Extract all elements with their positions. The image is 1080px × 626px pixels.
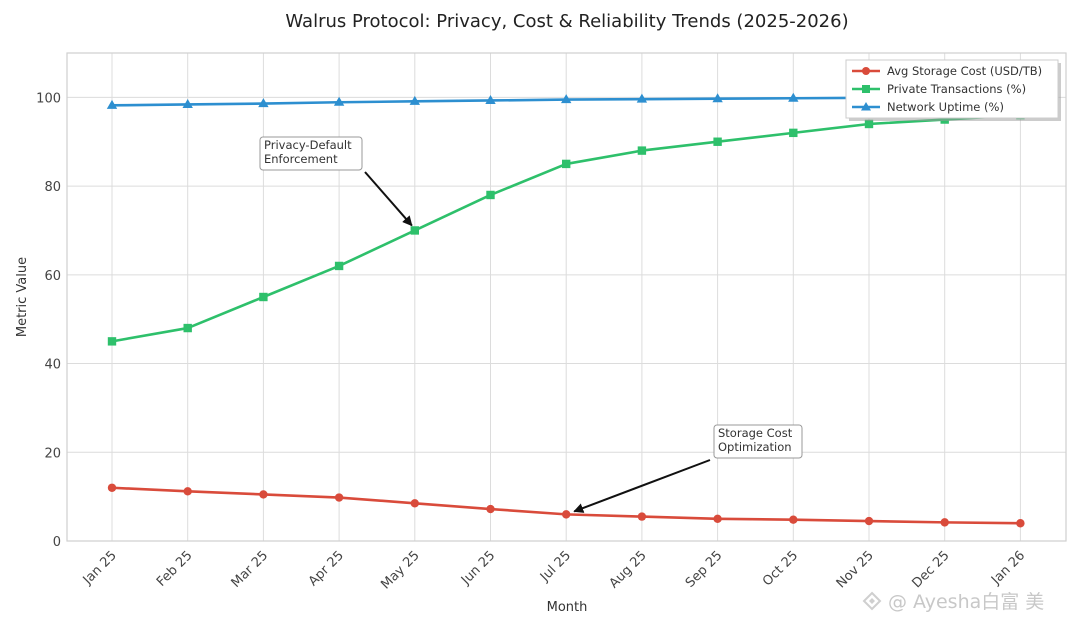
- x-tick-label: Feb 25: [154, 548, 196, 590]
- series-1: [107, 110, 1025, 346]
- data-point: [789, 515, 798, 524]
- annotation-text: Optimization: [718, 440, 792, 454]
- y-tick-label: 40: [44, 358, 61, 373]
- annotation-text: Storage Cost: [718, 426, 793, 440]
- data-point: [636, 93, 648, 103]
- data-point: [637, 146, 647, 155]
- data-point: [485, 94, 496, 104]
- data-point: [562, 159, 571, 169]
- legend-label: Avg Storage Cost (USD/TB): [887, 64, 1042, 78]
- data-point: [107, 337, 117, 346]
- annotation-box: [259, 136, 363, 171]
- data-point: [561, 94, 572, 104]
- data-point: [788, 92, 799, 102]
- y-tick-label: 0: [53, 535, 61, 550]
- data-point: [712, 93, 723, 103]
- data-point: [182, 98, 193, 108]
- data-point: [486, 190, 495, 200]
- legend-marker: [862, 85, 870, 93]
- grid: [67, 53, 1066, 542]
- x-tick-label: Apr 25: [306, 548, 347, 589]
- data-point: [789, 128, 798, 138]
- series-0: [107, 483, 1025, 528]
- y-tick-label: 100: [36, 91, 61, 106]
- annotation-text: Privacy-Default: [264, 138, 352, 152]
- data-point: [1016, 519, 1025, 528]
- x-tick-label: Nov 25: [834, 548, 877, 591]
- x-tick-label: Oct 25: [760, 548, 801, 589]
- data-point: [334, 493, 344, 502]
- x-tick-label: Aug 25: [607, 548, 650, 591]
- x-tick-label: Dec 25: [910, 548, 953, 591]
- legend-marker: [861, 102, 871, 111]
- legend-item: Private Transactions (%): [852, 82, 1026, 96]
- x-tick-label: May 25: [378, 548, 422, 592]
- legend-marker: [862, 67, 870, 75]
- data-point: [864, 119, 874, 129]
- x-tick-label: Jan 25: [80, 548, 120, 588]
- axes: Jan 25 Feb 25 Mar 25 Apr 25 May 25 Jun 25 Jul …: [36, 52, 1067, 592]
- data-point: [183, 323, 192, 333]
- x-tick-label: Mar 25: [229, 548, 272, 591]
- data-point: [410, 499, 419, 508]
- x-tick-label: Jun 25: [458, 548, 498, 588]
- watermark: @ Ayesha白富 美: [862, 591, 1044, 613]
- data-point: [864, 516, 874, 526]
- y-axis-label: Metric Value: [15, 257, 30, 337]
- data-point: [259, 292, 268, 302]
- legend: Avg Storage Cost (USD/TB) Private Transac…: [845, 59, 1061, 121]
- data-point: [409, 95, 420, 105]
- data-point: [334, 261, 344, 271]
- legend-label: Private Transactions (%): [887, 82, 1026, 96]
- data-point: [258, 98, 269, 108]
- legend-label: Network Uptime (%): [887, 100, 1004, 114]
- data-point: [183, 487, 192, 496]
- chart-title: Walrus Protocol: Privacy, Cost & Reliabi…: [285, 11, 848, 32]
- data-point: [410, 226, 419, 235]
- x-tick-label: Jul 25: [537, 548, 574, 585]
- data-point: [259, 490, 268, 499]
- y-tick-label: 20: [44, 446, 61, 461]
- data-point: [333, 96, 345, 106]
- x-tick-label: Sep 25: [683, 548, 726, 591]
- annotation-text: Enforcement: [264, 152, 338, 166]
- plot-frame: [66, 52, 1067, 542]
- y-tick-label: 60: [44, 269, 61, 284]
- annotation-arrow: [573, 459, 711, 513]
- x-axis-label: Month: [547, 600, 588, 615]
- data-point: [562, 510, 571, 519]
- x-tick-label: Jan 26: [988, 548, 1028, 588]
- data-point: [713, 514, 722, 524]
- annotation-box: [713, 424, 803, 459]
- legend-item: Avg Storage Cost (USD/TB): [852, 64, 1042, 78]
- data-point: [106, 99, 118, 109]
- y-tick-label: 80: [44, 180, 61, 195]
- annotation-arrow: [364, 171, 413, 227]
- data-point: [713, 137, 722, 146]
- data-point: [107, 483, 117, 492]
- data-point: [940, 518, 949, 527]
- watermark-text: @ Ayesha白富 美: [888, 591, 1044, 613]
- binance-logo-icon: [862, 591, 882, 611]
- legend-box: [845, 59, 1059, 119]
- data-point: [637, 512, 647, 521]
- data-point: [486, 504, 495, 514]
- legend-item: Network Uptime (%): [852, 100, 1004, 114]
